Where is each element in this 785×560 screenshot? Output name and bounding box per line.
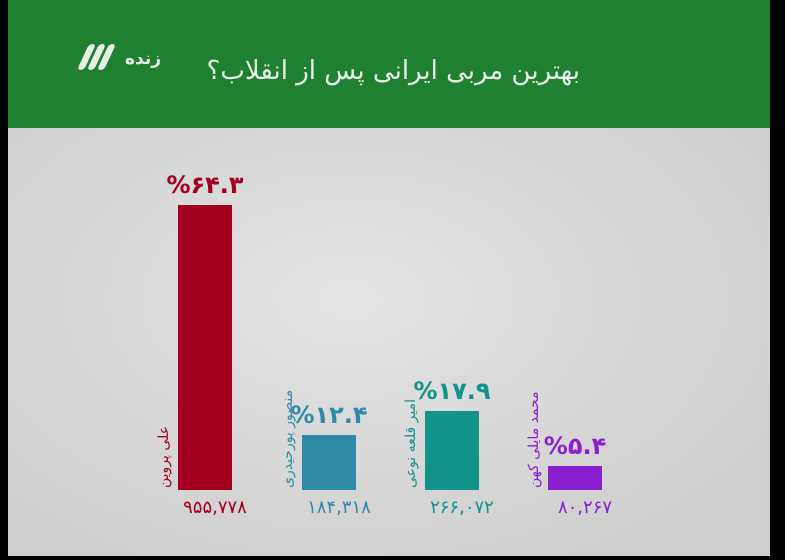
votes-label: ۸۰,۲۶۷ bbox=[557, 497, 613, 518]
logo-stripes-icon bbox=[76, 44, 117, 74]
votes-label: ۹۵۵,۷۷۸ bbox=[183, 497, 247, 518]
chart-title: بهترین مربی ایرانی پس از انقلاب؟ bbox=[206, 56, 580, 86]
header-bar: زنده بهترین مربی ایرانی پس از انقلاب؟ bbox=[8, 0, 770, 128]
votes-label: ۲۶۶,۰۷۲ bbox=[430, 497, 494, 518]
category-label: منصور پورحیدری bbox=[280, 389, 296, 488]
percent-label: %۵.۴ bbox=[543, 432, 607, 461]
percent-label: %۱۲.۴ bbox=[290, 401, 368, 430]
category-label: محمد مایلی کهن bbox=[526, 391, 542, 488]
bar-2 bbox=[425, 410, 479, 490]
bar-3 bbox=[548, 466, 602, 490]
logo-text: زنده bbox=[125, 49, 162, 69]
votes-label: ۱۸۴,۳۱۸ bbox=[307, 497, 371, 518]
bar-0 bbox=[178, 205, 232, 490]
category-label: علی پروین bbox=[156, 425, 172, 488]
category-label: امیر قلعه نوعی bbox=[403, 399, 419, 488]
percent-label: %۱۷.۹ bbox=[413, 376, 491, 405]
plot-area: %۶۴.۳ ۹۵۵,۷۷۸ علی پروین %۱۲.۴ ۱۸۴,۳۱۸ منصور پ… bbox=[8, 128, 770, 556]
bar-1 bbox=[302, 435, 356, 490]
channel-logo: زنده bbox=[76, 44, 162, 74]
percent-label: %۶۴.۳ bbox=[166, 171, 244, 199]
